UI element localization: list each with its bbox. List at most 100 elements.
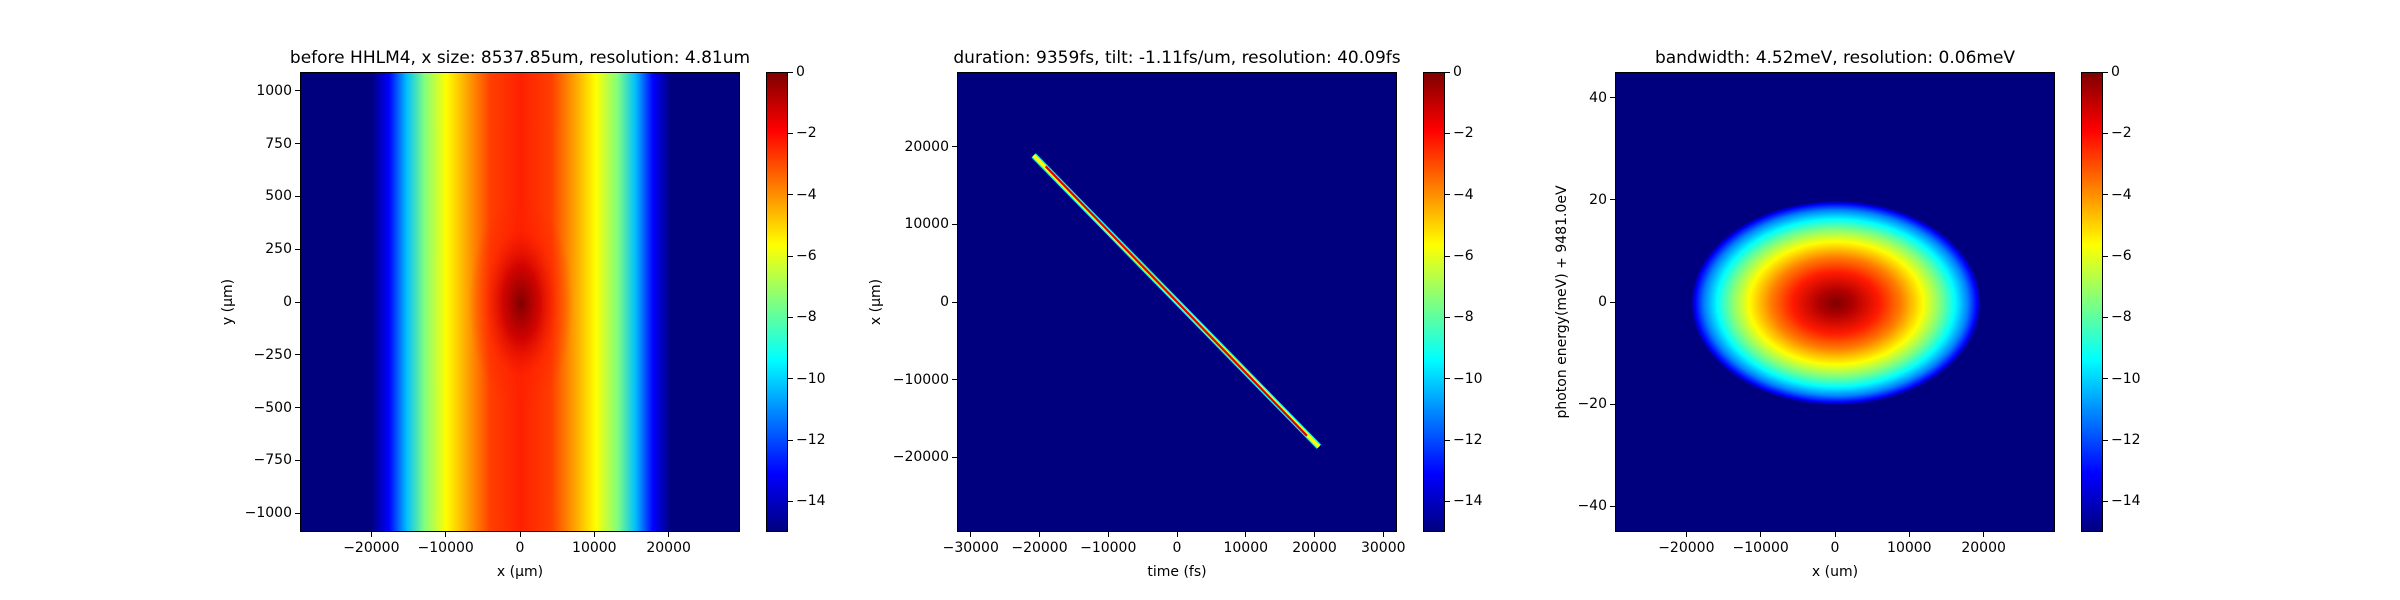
y-axis-label: photon energy(meV) + 9481.0eV [1554, 185, 1570, 419]
chart-title: bandwidth: 4.52meV, resolution: 0.06meV [1654, 48, 2016, 68]
colorbar-tick-label: −6 [1453, 248, 1474, 264]
x-tick-mark [1685, 532, 1687, 537]
colorbar-tick-label: −6 [796, 248, 817, 264]
colorbar-tick-label: −14 [796, 493, 826, 510]
colorbar-tick-label: −12 [1453, 432, 1483, 448]
y-tick-mark [295, 407, 300, 408]
colorbar-tick-mark [2103, 500, 2108, 502]
colorbar-gradient [1424, 73, 1444, 531]
colorbar-tick-label: −8 [1453, 309, 1474, 326]
y-tick-mark [295, 248, 300, 250]
colorbar-tick-label: 0 [1453, 64, 1462, 80]
colorbar-tick-mark [2103, 378, 2108, 380]
heatmap-plot-area [1615, 72, 2055, 532]
y-tick-label: 250 [265, 241, 292, 258]
x-tick-label: 10000 [572, 540, 617, 556]
x-tick-mark [1983, 532, 1985, 537]
colorbar-tick-mark [1445, 132, 1450, 134]
y-tick-mark [1610, 403, 1615, 405]
heatmap-peak-core [468, 197, 574, 409]
y-tick-label: −250 [253, 346, 292, 363]
colorbar-svg [767, 73, 787, 531]
heatmap-svg [1691, 200, 1981, 406]
y-tick-mark [952, 301, 957, 303]
colorbar-tick-mark [788, 378, 793, 380]
y-tick-mark [1610, 301, 1615, 303]
y-tick-label: −20 [1577, 396, 1607, 413]
colorbar-tick-label: −10 [2111, 370, 2141, 387]
x-tick-mark [593, 532, 595, 537]
x-tick-mark [1908, 532, 1910, 537]
y-tick-label: −750 [253, 452, 292, 469]
colorbar-tick-mark [788, 255, 793, 257]
colorbar-tick-label: −8 [2111, 309, 2132, 326]
y-tick-label: −20000 [892, 449, 949, 466]
colorbar-tick-label: −8 [796, 309, 817, 326]
y-tick-mark [952, 379, 957, 381]
y-tick-mark [295, 195, 300, 197]
x-tick-label: 20000 [646, 540, 691, 556]
y-tick-label: −1000 [244, 505, 292, 521]
x-tick-mark [1382, 532, 1384, 537]
colorbar-tick-label: −2 [796, 125, 817, 142]
x-tick-label: 20000 [1961, 540, 2006, 556]
colorbar-tick-label: −4 [1453, 186, 1474, 203]
x-tick-mark [1314, 532, 1315, 537]
colorbar-tick-mark [2103, 132, 2108, 134]
y-tick-label: −500 [253, 399, 292, 416]
y-tick-label: −40 [1577, 498, 1607, 515]
colorbar-tick-mark [2103, 316, 2108, 318]
y-tick-label: 1000 [256, 82, 292, 99]
y-tick-mark [295, 301, 300, 303]
y-tick-mark [295, 143, 300, 145]
x-tick-mark [1760, 532, 1762, 537]
colorbar-tick-mark [1445, 71, 1450, 73]
y-tick-label: 20 [1589, 191, 1607, 208]
colorbar-tick-label: −14 [1453, 493, 1483, 510]
x-tick-mark [1039, 532, 1040, 537]
y-tick-mark [952, 146, 957, 148]
y-tick-mark [952, 456, 957, 458]
heatmap-plot-area [300, 72, 740, 532]
chart-title: before HHLM4, x size: 8537.85um, resolut… [289, 48, 751, 68]
colorbar-tick-mark [1445, 500, 1450, 502]
chart-title: duration: 9359fs, tilt: -1.11fs/um, reso… [953, 48, 1401, 68]
energy-spot [1691, 200, 1981, 406]
x-tick-label: −10000 [417, 540, 474, 556]
colorbar [1423, 72, 1445, 532]
x-tick-label: 10000 [1887, 540, 1932, 556]
colorbar-tick-label: −12 [796, 432, 826, 448]
x-tick-mark [668, 532, 670, 537]
x-axis-label: x (um) [1811, 564, 1859, 580]
colorbar-tick-mark [788, 71, 793, 73]
x-tick-mark [1107, 532, 1109, 537]
colorbar-tick-label: −4 [2111, 186, 2132, 203]
colorbar-tick-label: −2 [2111, 125, 2132, 142]
y-axis-label: x (μm) [868, 278, 884, 326]
y-tick-mark [295, 354, 300, 356]
pulse-streak-core [1044, 165, 1308, 437]
colorbar-tick-mark [788, 194, 793, 196]
colorbar-tick-mark [788, 316, 793, 318]
y-tick-mark [1610, 505, 1615, 507]
colorbar-tick-label: −2 [1453, 125, 1474, 142]
y-tick-label: −10000 [892, 371, 949, 388]
y-tick-mark [295, 459, 300, 461]
colorbar-tick-mark [1445, 194, 1450, 196]
colorbar-tick-mark [2103, 194, 2108, 196]
colorbar-tick-mark [788, 500, 793, 502]
colorbar-tick-label: −10 [796, 370, 826, 387]
x-tick-label: −30000 [942, 540, 999, 556]
colorbar-tick-mark [788, 439, 793, 441]
x-tick-mark [445, 532, 447, 537]
x-tick-mark [1834, 532, 1836, 537]
x-tick-mark [519, 532, 521, 537]
x-tick-label: −20000 [343, 540, 400, 556]
x-axis-label: x (μm) [496, 564, 544, 580]
y-tick-label: 20000 [904, 138, 949, 155]
colorbar-tick-label: 0 [2111, 64, 2120, 80]
y-tick-mark [1610, 97, 1615, 99]
x-tick-label: 0 [1172, 540, 1182, 556]
colorbar-tick-mark [1445, 439, 1450, 441]
heatmap-svg [301, 73, 739, 531]
